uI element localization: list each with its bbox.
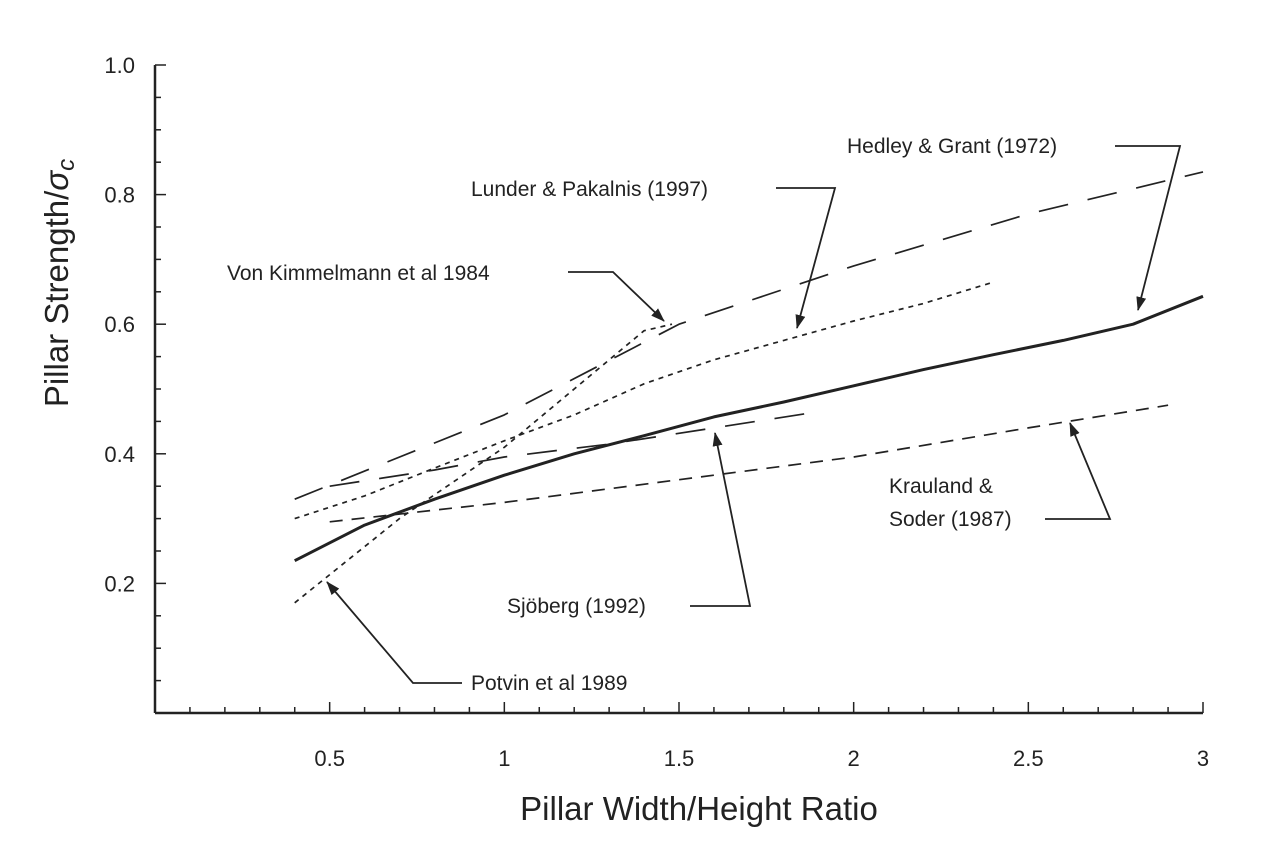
arrow-von-kimmelmann	[568, 271, 665, 322]
y-ticks: 0.2 0.4 0.6 0.8 1.0	[104, 53, 166, 682]
series-line-1	[294, 281, 994, 520]
axes: 0.5 1 1.5 2 2.5 3 0.2 0.4 0.6 0.8 1.0	[104, 53, 1209, 771]
annotation-krauland-soder-line2: Soder (1987)	[889, 508, 1012, 531]
x-tick-label: 1.5	[664, 746, 695, 771]
arrow-potvin	[326, 581, 462, 684]
series-line-5	[329, 404, 1169, 523]
series-line-0	[294, 294, 1204, 563]
y-tick-label: 0.4	[104, 442, 135, 467]
series-line-2	[294, 171, 1204, 500]
annotation-lunder-pakalnis: Lunder & Pakalnis (1997)	[471, 178, 708, 201]
y-axis-title-main: Pillar Strength/	[38, 190, 75, 407]
x-tick-label: 1	[498, 746, 510, 771]
y-axis-title-subscript: c	[53, 159, 80, 171]
y-tick-label: 0.6	[104, 312, 135, 337]
arrow-hedley-grant	[1115, 145, 1182, 311]
y-axis-title-sigma: σ	[38, 170, 75, 191]
series-layer	[294, 171, 1204, 604]
series-line-3	[294, 323, 673, 604]
x-tick-label: 2.5	[1013, 746, 1044, 771]
arrow-lunder-pakalnis	[776, 187, 837, 329]
x-tick-label: 3	[1197, 746, 1209, 771]
annotation-krauland-soder-line1: Krauland &	[889, 475, 993, 498]
y-tick-label: 0.2	[104, 571, 135, 596]
arrow-sjoberg	[690, 432, 752, 607]
x-tick-label: 2	[848, 746, 860, 771]
arrow-krauland-soder	[1045, 422, 1112, 520]
y-tick-label: 0.8	[104, 183, 135, 208]
x-ticks: 0.5 1 1.5 2 2.5 3	[189, 702, 1209, 771]
y-axis-title: Pillar Strength/σc	[38, 159, 80, 407]
annotation-hedley-grant: Hedley & Grant (1972)	[847, 135, 1057, 158]
annotation-potvin: Potvin et al 1989	[471, 672, 627, 695]
annotation-sjoberg: Sjöberg (1992)	[507, 595, 646, 618]
series-line-4	[329, 410, 819, 488]
annotation-von-kimmelmann: Von Kimmelmann et al 1984	[227, 262, 490, 285]
annotations: Hedley & Grant (1972) Lunder & Pakalnis …	[227, 135, 1182, 695]
y-tick-label: 1.0	[104, 53, 135, 78]
x-axis-title: Pillar Width/Height Ratio	[520, 790, 878, 827]
x-tick-label: 0.5	[314, 746, 345, 771]
